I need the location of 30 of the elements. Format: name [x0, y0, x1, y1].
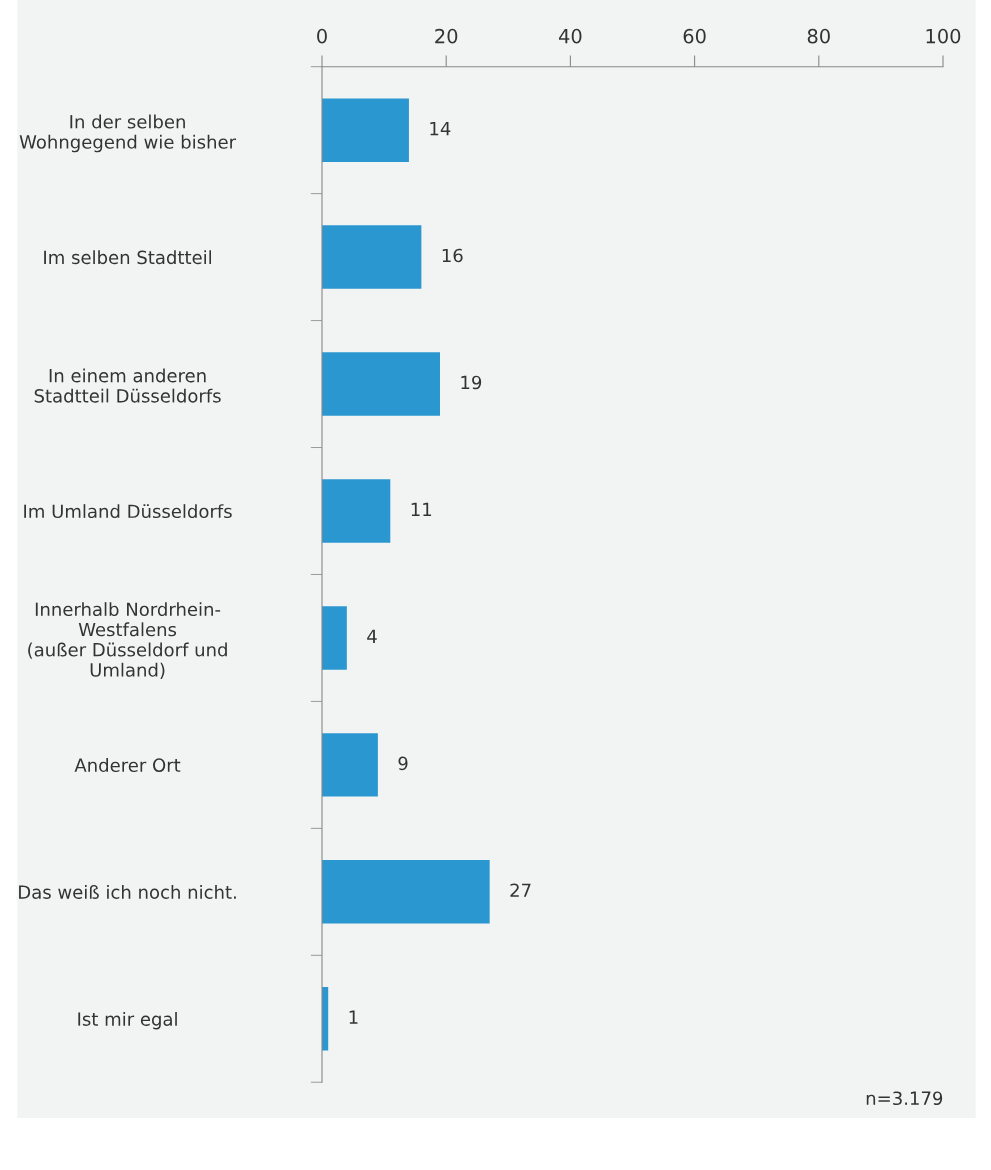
x-tick-label: 60 [683, 28, 706, 44]
x-tick-label: 20 [435, 28, 458, 44]
x-tick-label: 100 [926, 28, 961, 44]
bar [322, 733, 378, 797]
data-label: 11 [411, 502, 432, 516]
bar [322, 98, 409, 162]
y-tick-label: In einem anderen Stadtteil Düsseldorfs [34, 368, 221, 403]
bar [322, 225, 422, 289]
data-label: 4 [367, 629, 377, 643]
y-tick-label: Innerhalb Nordrhein- Westfalens (außer Düsseldorf und Umland) [28, 602, 227, 679]
bar [322, 860, 490, 924]
y-tick-label: Anderer Ort [74, 758, 181, 772]
data-label: 19 [461, 375, 482, 390]
y-tick-label: Im Umland Düsseldorfs [24, 504, 232, 519]
bar [322, 479, 391, 543]
y-tick-label: Das weiß ich noch nicht. [19, 884, 236, 899]
bar [322, 606, 347, 670]
text: n=3.179 [866, 1091, 943, 1106]
y-tick-label: In der selben Wohngegend wie bisher [19, 114, 237, 153]
data-label: 16 [442, 248, 463, 263]
x-tick-label: 0 [317, 28, 327, 44]
data-label: 14 [430, 121, 451, 136]
data-label: 1 [349, 1010, 358, 1024]
y-tick-label: Im selben Stadtteil [44, 250, 212, 265]
x-tick-label: 40 [558, 28, 582, 44]
bar [322, 352, 440, 416]
data-label: 27 [510, 883, 531, 897]
data-label: 9 [398, 756, 408, 771]
y-tick-label: Ist mir egal [78, 1011, 177, 1030]
x-tick-label: 80 [807, 28, 830, 44]
